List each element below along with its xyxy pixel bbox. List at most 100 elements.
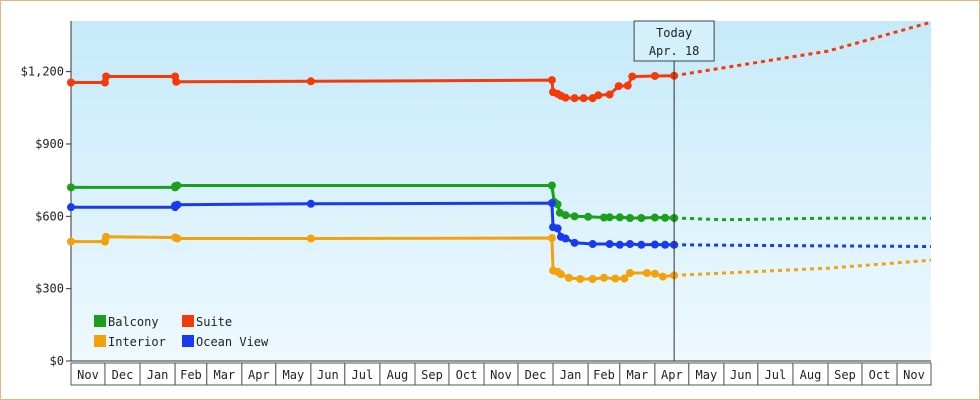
data-point: [594, 91, 603, 100]
data-point: [173, 181, 182, 190]
data-point: [661, 240, 670, 249]
data-point: [553, 224, 562, 233]
plot-background: [71, 21, 931, 361]
data-point: [306, 234, 315, 243]
data-point: [306, 77, 315, 86]
data-point: [588, 275, 597, 284]
x-tick-label: Jan: [560, 368, 582, 382]
data-point: [561, 211, 570, 220]
x-tick-label: Apr: [661, 368, 683, 382]
series-forecast-line: [674, 243, 932, 248]
data-point: [67, 203, 75, 212]
legend-swatch: [94, 335, 106, 347]
data-point: [626, 268, 634, 277]
data-point: [605, 90, 614, 99]
y-tick-label: $900: [35, 137, 64, 151]
data-point: [615, 240, 624, 249]
legend-label: Balcony: [108, 315, 159, 329]
data-point: [102, 232, 111, 241]
data-point: [547, 76, 556, 85]
data-point: [615, 213, 624, 222]
y-tick-label: $600: [35, 209, 64, 223]
data-point: [599, 213, 608, 222]
series-forecast-line: [674, 216, 931, 222]
data-point: [599, 273, 608, 282]
data-point: [570, 238, 579, 247]
data-point: [614, 82, 623, 91]
x-tick-label: Aug: [387, 368, 409, 382]
today-label: Today: [656, 26, 692, 40]
data-point: [306, 199, 315, 208]
legend-label: Interior: [108, 335, 166, 349]
data-point: [650, 213, 659, 222]
x-tick-label: Jan: [147, 368, 169, 382]
x-tick-label: Sep: [834, 368, 856, 382]
data-point: [628, 72, 637, 81]
x-tick-label: Nov: [77, 368, 99, 382]
legend-label: Ocean View: [196, 335, 269, 349]
x-tick-label: Feb: [593, 368, 615, 382]
data-point: [561, 234, 570, 243]
data-point: [67, 237, 75, 246]
data-point: [584, 212, 593, 221]
x-tick-label: May: [696, 368, 718, 382]
x-tick-label: Dec: [112, 368, 134, 382]
series-forecast-line: [673, 20, 932, 78]
data-point: [547, 199, 556, 208]
data-point: [547, 181, 556, 190]
x-tick-label: Feb: [180, 368, 202, 382]
x-tick-label: Oct: [456, 368, 478, 382]
x-tick-label: Nov: [490, 368, 512, 382]
data-point: [570, 212, 579, 221]
data-point: [579, 94, 588, 103]
data-point: [650, 71, 659, 80]
today-date: Apr. 18: [649, 44, 700, 58]
data-point: [102, 72, 111, 81]
data-point: [650, 240, 659, 249]
data-point: [605, 240, 614, 249]
x-tick-label: Nov: [903, 368, 925, 382]
y-tick-label: $1,200: [21, 65, 64, 79]
x-tick-label: Apr: [248, 368, 270, 382]
x-tick-label: Sep: [421, 368, 443, 382]
x-tick-box: [896, 362, 932, 386]
data-point: [67, 78, 75, 87]
data-point: [658, 272, 667, 281]
x-tick-label: Jun: [317, 368, 339, 382]
x-tick-label: Jul: [765, 368, 787, 382]
legend-swatch: [182, 335, 194, 347]
x-tick-label: Mar: [627, 368, 649, 382]
legend-swatch: [182, 315, 194, 327]
data-point: [67, 183, 75, 192]
data-point: [561, 93, 570, 102]
data-point: [637, 240, 646, 249]
data-point: [611, 274, 620, 283]
data-point: [623, 81, 632, 90]
data-point: [588, 240, 597, 249]
legend-swatch: [94, 315, 106, 327]
x-tick-label: Jul: [352, 368, 374, 382]
y-tick-label: $300: [35, 282, 64, 296]
data-point: [620, 274, 629, 283]
data-point: [173, 234, 182, 243]
series-forecast-line: [674, 258, 932, 277]
x-tick-label: Oct: [869, 368, 891, 382]
data-point: [547, 234, 556, 243]
x-tick-label: Jun: [730, 368, 752, 382]
data-point: [570, 94, 579, 103]
legend-label: Suite: [196, 315, 232, 329]
x-tick-label: Aug: [800, 368, 822, 382]
data-point: [172, 77, 181, 86]
x-tick-label: May: [283, 368, 305, 382]
data-point: [173, 200, 182, 209]
data-point: [576, 275, 585, 284]
data-point: [564, 273, 573, 282]
y-tick-label: $0: [50, 354, 64, 368]
today-box: [633, 20, 715, 62]
x-tick-label: Dec: [525, 368, 547, 382]
data-point: [556, 270, 565, 279]
data-point: [605, 213, 614, 222]
data-point: [661, 213, 670, 222]
